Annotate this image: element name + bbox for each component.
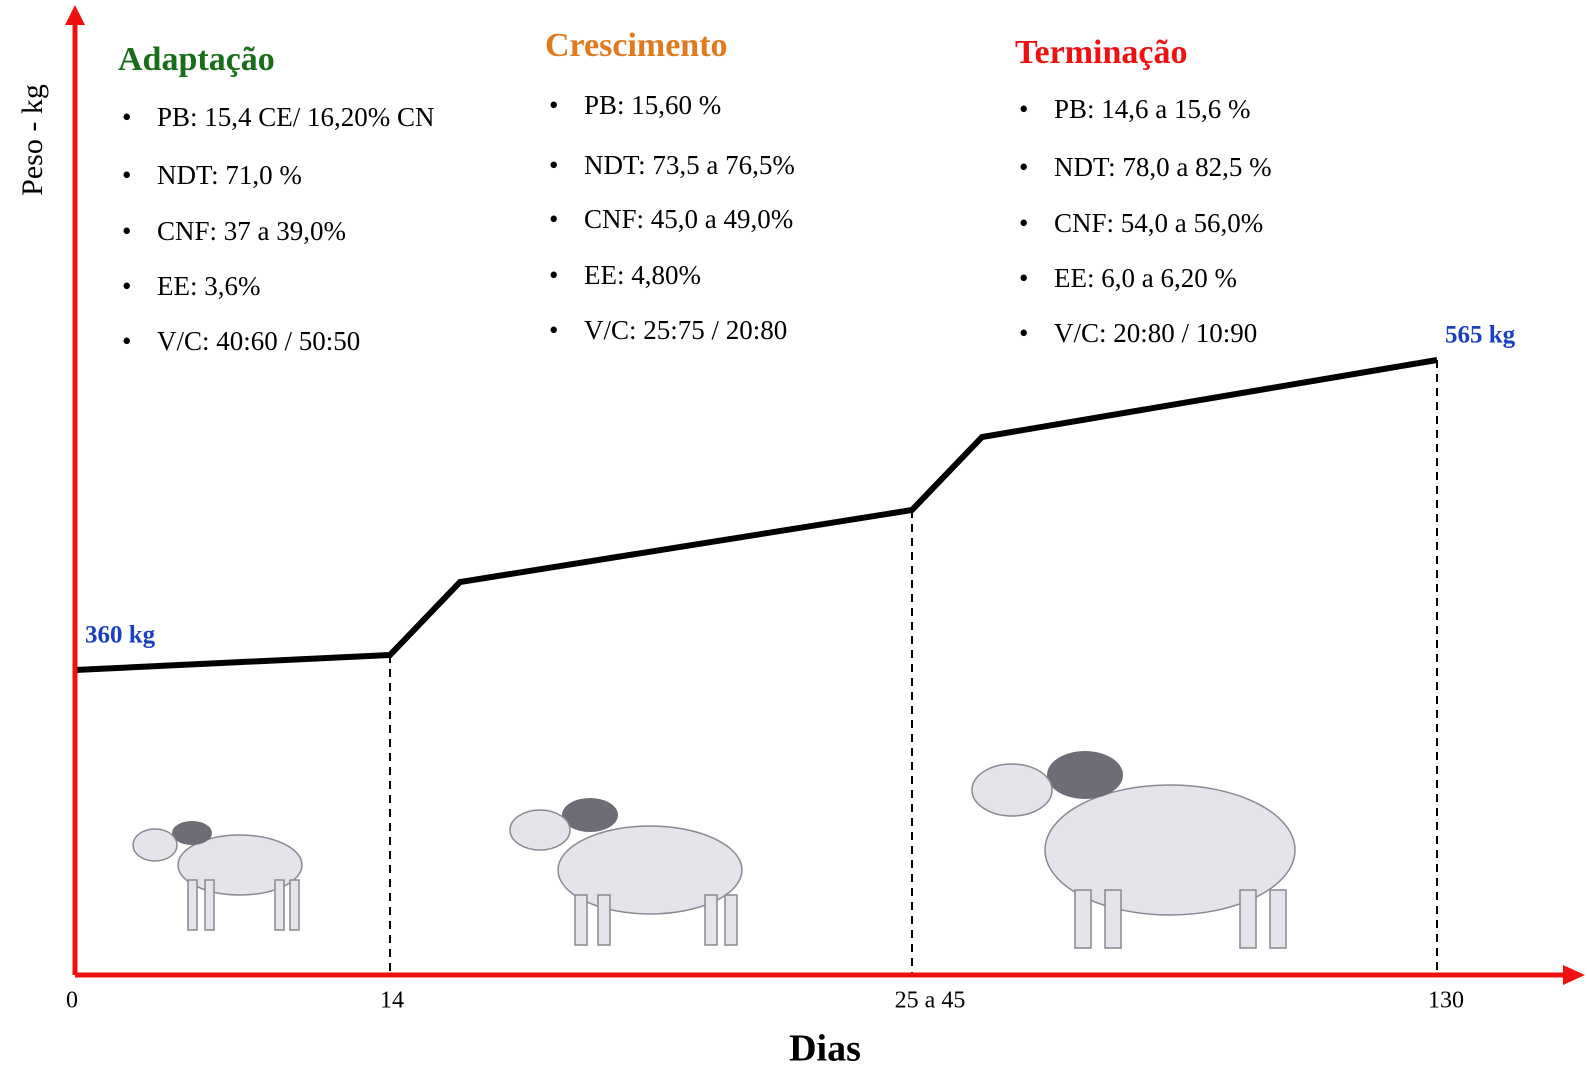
bullet: • xyxy=(122,216,131,246)
phase-item: CNF: 54,0 a 56,0% xyxy=(1054,208,1263,238)
x-arrow xyxy=(1563,965,1585,985)
bullet: • xyxy=(1019,263,1028,293)
phase-item: NDT: 78,0 a 82,5 % xyxy=(1054,152,1272,182)
phase-item: NDT: 71,0 % xyxy=(157,160,302,190)
x-tick-label: 14 xyxy=(380,988,404,1014)
cow-small xyxy=(132,821,303,931)
phase-item: PB: 15,60 % xyxy=(584,90,721,120)
bullet: • xyxy=(122,271,131,301)
phase-title: Crescimento xyxy=(545,27,728,64)
bullet: • xyxy=(1019,208,1028,238)
phase-item: V/C: 20:80 / 10:90 xyxy=(1054,318,1257,348)
x-tick-label: 130 xyxy=(1428,988,1464,1014)
bullet: • xyxy=(549,204,558,234)
bullet: • xyxy=(549,260,558,290)
phase-title: Adaptação xyxy=(118,41,275,78)
bullet: • xyxy=(549,150,558,180)
phase-item: PB: 15,4 CE/ 16,20% CN xyxy=(157,102,435,132)
bullet: • xyxy=(1019,152,1028,182)
x-axis-label: Dias xyxy=(789,1028,861,1070)
bullet: • xyxy=(1019,318,1028,348)
cow-large xyxy=(971,751,1296,949)
bullet: • xyxy=(122,102,131,132)
bullet: • xyxy=(122,326,131,356)
phase-item: PB: 14,6 a 15,6 % xyxy=(1054,94,1251,124)
x-tick-label: 0 xyxy=(66,988,78,1014)
phase-item: EE: 6,0 a 6,20 % xyxy=(1054,263,1237,293)
bullet: • xyxy=(1019,94,1028,124)
y-arrow xyxy=(65,5,85,25)
phase-item: NDT: 73,5 a 76,5% xyxy=(584,150,795,180)
phase-title: Terminação xyxy=(1015,34,1188,71)
bullet: • xyxy=(549,90,558,120)
start-weight: 360 kg xyxy=(85,622,156,649)
phase-item: EE: 3,6% xyxy=(157,271,260,301)
phase-item: V/C: 25:75 / 20:80 xyxy=(584,315,787,345)
growth-line xyxy=(74,357,1438,673)
end-weight: 565 kg xyxy=(1445,322,1516,349)
x-tick-label: 25 a 45 xyxy=(895,988,966,1014)
phase-item: CNF: 37 a 39,0% xyxy=(157,216,346,246)
phase-item: CNF: 45,0 a 49,0% xyxy=(584,204,793,234)
phases: Adaptação • PB: 15,4 CE/ 16,20% CN • NDT: 71… xyxy=(118,27,1272,356)
y-axis-label: Peso - kg xyxy=(16,84,49,196)
cow-medium xyxy=(509,798,743,946)
bullet: • xyxy=(122,160,131,190)
phase-item: EE: 4,80% xyxy=(584,260,701,290)
phase-item: V/C: 40:60 / 50:50 xyxy=(157,326,360,356)
bullet: • xyxy=(549,315,558,345)
